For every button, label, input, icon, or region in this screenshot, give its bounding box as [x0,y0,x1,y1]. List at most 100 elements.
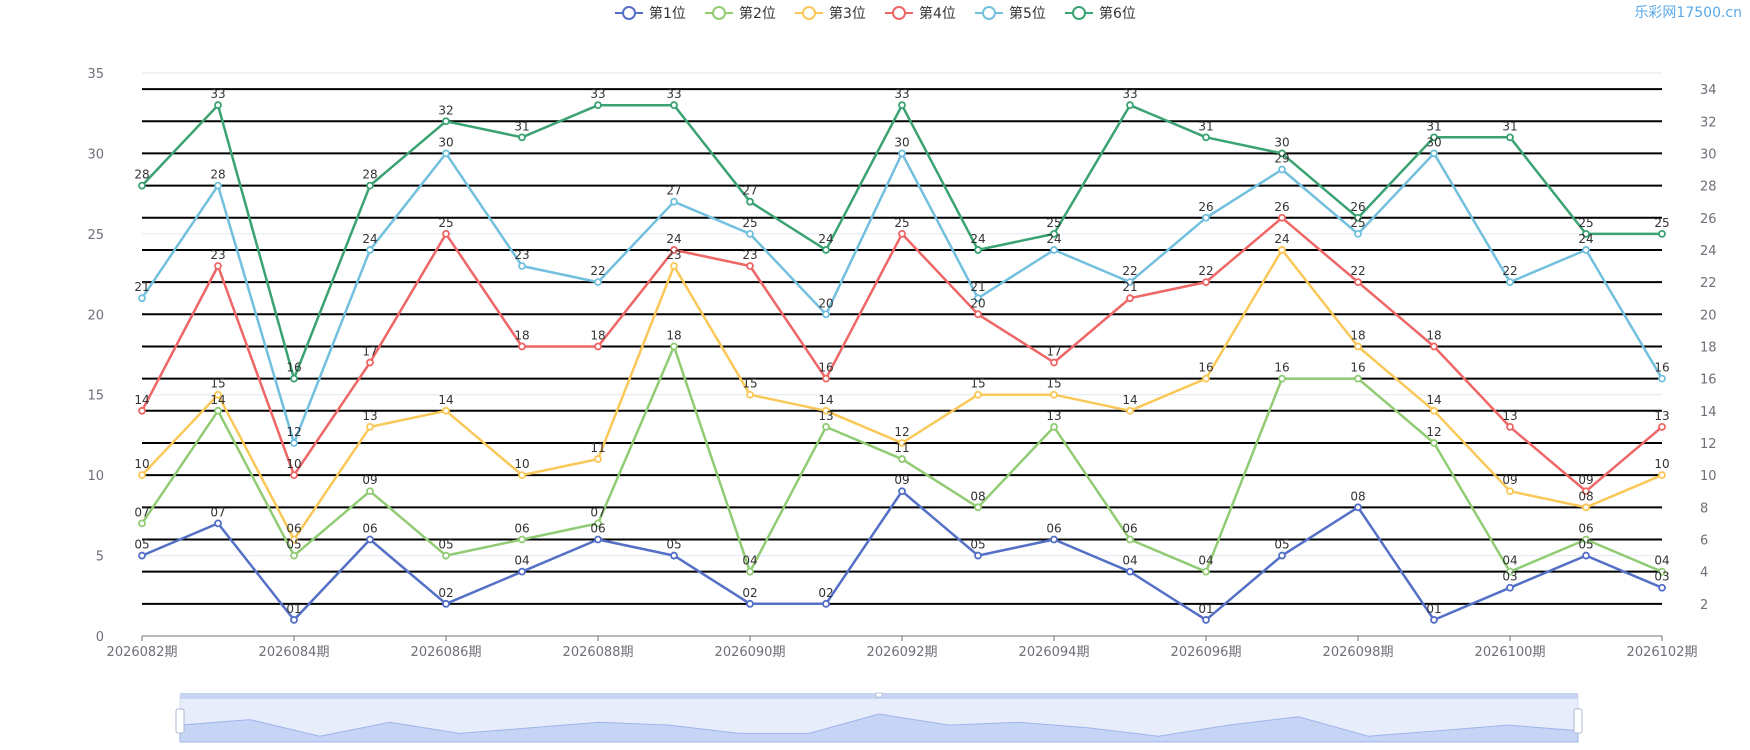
data-point [1506,487,1514,496]
data-label: 24 [1578,232,1593,246]
data-point [1354,213,1362,222]
data-point [1278,551,1286,560]
zoom-handle[interactable] [1573,708,1583,734]
data-label: 08 [970,489,985,503]
data-label: 17 [1046,345,1061,359]
data-point [1278,213,1286,222]
y-tick-label-right: 10 [1700,469,1717,484]
y-tick-label-right: 12 [1700,437,1717,452]
x-tick-label: 2026092期 [867,645,938,660]
data-label: 04 [514,554,529,568]
data-label: 25 [894,216,909,230]
data-point [518,471,526,480]
data-label: 33 [666,87,681,101]
y-tick-label-right: 28 [1700,180,1717,195]
legend-item[interactable]: 第2位 [705,5,776,22]
data-point [1050,358,1058,367]
data-label: 06 [1046,521,1061,535]
data-point [1506,583,1514,592]
watermark-text: 乐彩网17500.cn [1634,5,1742,21]
data-label: 02 [438,586,453,600]
zoom-preview-area [179,713,1579,743]
data-point [1506,422,1514,431]
legend-item[interactable]: 第6位 [1065,5,1136,22]
data-label: 30 [894,135,909,149]
data-point [290,616,298,624]
data-label: 03 [1502,570,1517,584]
data-point [138,181,146,190]
data-label: 28 [134,168,149,182]
data-label: 21 [134,280,149,294]
data-point [518,133,526,142]
data-label: 25 [1046,216,1061,230]
y-tick-label-right: 24 [1700,244,1717,259]
data-point [746,262,754,270]
legend-swatch-marker [892,6,906,20]
data-label: 30 [1426,135,1441,149]
series-layer [138,101,1666,624]
data-label: 05 [438,538,453,552]
data-point [366,487,374,496]
axes: 0510152025303524681012141618202224262830… [87,67,1716,660]
data-point [898,487,906,496]
data-point [1354,374,1362,383]
data-label: 01 [286,602,301,616]
data-label: 07 [210,505,225,519]
data-label: 13 [362,409,377,423]
data-point [1430,342,1438,351]
data-point [138,519,146,528]
zoom-handle[interactable] [175,708,185,734]
data-point [1202,278,1210,287]
data-label: 17 [362,345,377,359]
data-label: 33 [590,87,605,101]
data-label: 05 [286,538,301,552]
data-label: 15 [742,377,757,391]
data-point [214,406,222,415]
data-label: 26 [1198,200,1213,214]
data-label: 09 [362,473,377,487]
data-point [138,294,146,303]
data-label: 06 [1122,521,1137,535]
data-label: 06 [1578,521,1593,535]
data-label: 02 [818,586,833,600]
data-label: 24 [362,232,377,246]
data-label: 31 [514,119,529,133]
legend-item[interactable]: 第4位 [885,5,956,22]
data-point [898,439,906,447]
data-point [1582,535,1590,544]
data-point [1202,213,1210,222]
data-label: 23 [666,248,681,262]
data-point [442,149,450,158]
zoom-move-handle[interactable] [875,692,883,698]
legend-item[interactable]: 第5位 [975,5,1046,22]
data-point [746,229,754,238]
legend-item[interactable]: 第3位 [795,5,866,22]
legend-item[interactable]: 第1位 [615,5,686,22]
data-point [1050,229,1058,238]
data-point [442,117,450,126]
data-label: 25 [438,216,453,230]
data-point [214,262,222,270]
data-label: 18 [514,328,529,342]
data-point [138,471,146,480]
data-point [1506,567,1514,576]
data-label: 29 [1274,152,1289,166]
data-point [518,262,526,270]
data-label: 21 [970,280,985,294]
data-label: 14 [1426,393,1441,407]
data-zoom-slider[interactable] [175,692,1583,743]
data-point [1354,229,1362,238]
data-point [822,374,830,383]
data-point [670,246,678,254]
data-point [1126,406,1134,415]
data-point [214,390,222,399]
data-point [1430,149,1438,158]
data-point [138,406,146,415]
data-label: 09 [1578,473,1593,487]
data-label: 18 [590,328,605,342]
data-point [898,455,906,463]
data-label: 23 [742,248,757,262]
data-point [1658,583,1666,592]
legend-swatch-marker [622,6,636,20]
data-point [670,101,678,110]
